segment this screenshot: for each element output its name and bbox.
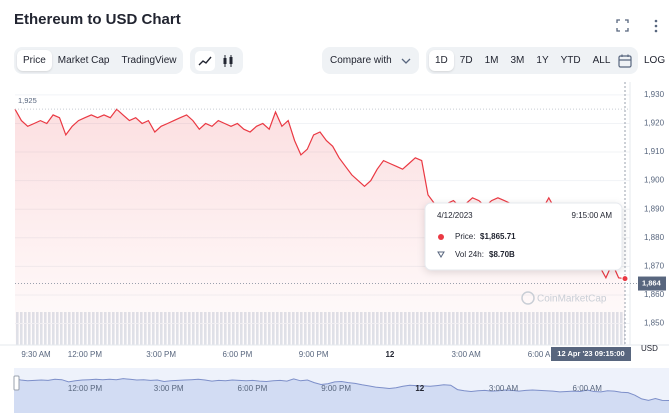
title: Ethereum to USD Chart bbox=[14, 11, 181, 28]
open-price-label: 1,925 bbox=[18, 96, 37, 105]
x-tick-label: 9:30 AM bbox=[21, 350, 51, 359]
x-tick-label: 9:00 PM bbox=[299, 350, 329, 359]
tab-button[interactable]: Market Cap bbox=[57, 55, 110, 66]
range-tabs: 1D 7D 1M 3M 1Y YTD ALL bbox=[426, 47, 638, 74]
navigator-label: 12 bbox=[415, 384, 424, 393]
y-tick-label: 1,890 bbox=[644, 204, 665, 213]
line-icon[interactable] bbox=[194, 50, 215, 71]
tab-button[interactable]: TradingView bbox=[121, 55, 177, 66]
hover-point bbox=[621, 275, 629, 283]
log-toggle[interactable]: LOG bbox=[642, 47, 668, 74]
tab-button[interactable]: ALL bbox=[592, 55, 611, 66]
navigator-label: 6:00 AM bbox=[573, 384, 603, 393]
calendar-icon[interactable] bbox=[616, 52, 634, 70]
y-tick-label: 1,850 bbox=[644, 319, 665, 328]
candle-icon[interactable] bbox=[218, 51, 238, 71]
x-tick-label: 6:00 AM bbox=[528, 350, 558, 359]
tooltip-volume-icon bbox=[437, 251, 445, 258]
watermark-logo bbox=[521, 291, 535, 305]
tooltip-date: 4/12/2023 bbox=[437, 211, 473, 220]
tab-button[interactable]: 1M bbox=[484, 55, 499, 66]
tab-button[interactable]: 1Y bbox=[536, 55, 549, 66]
navigator-label: 6:00 PM bbox=[238, 384, 268, 393]
tab-button[interactable]: 1D bbox=[429, 50, 454, 71]
x-tick-label: 6:00 PM bbox=[222, 350, 252, 359]
crosshair-x-tag bbox=[551, 347, 631, 361]
navigator-line bbox=[13, 378, 669, 401]
current-price-text: 1,864 bbox=[642, 279, 662, 288]
tab-button[interactable]: Price bbox=[17, 50, 52, 71]
y-tick-label: 1,900 bbox=[644, 176, 665, 185]
crosshair-x-label: 12 Apr '23 09:15:00 bbox=[557, 349, 624, 358]
navigator-label: 9:00 PM bbox=[321, 384, 351, 393]
area-fill bbox=[15, 109, 625, 345]
y-tick-label: 1,870 bbox=[644, 261, 665, 270]
tooltip-box bbox=[424, 202, 623, 271]
more-icon[interactable] bbox=[654, 24, 658, 28]
tooltip: 4/12/2023 9:15:00 AM Price: $1,865.71 Vol 24… bbox=[424, 202, 623, 271]
y-tick-label: 1,930 bbox=[644, 90, 665, 99]
y-tick-label: 1,880 bbox=[644, 233, 665, 242]
y-tick-label: 1,920 bbox=[644, 119, 665, 128]
navigator-label: 12:00 PM bbox=[68, 384, 103, 393]
navigator-label: 3:00 AM bbox=[489, 384, 519, 393]
y-tick-label: 1,910 bbox=[644, 147, 665, 156]
x-tick-label: 3:00 AM bbox=[451, 350, 481, 359]
current-price-tag bbox=[638, 276, 666, 291]
y-tick-label: 1,860 bbox=[644, 290, 665, 299]
tab-button[interactable]: YTD bbox=[560, 55, 581, 66]
tooltip-volume-label: Vol 24h: bbox=[455, 250, 484, 259]
tab-button[interactable]: 7D bbox=[459, 55, 473, 66]
tooltip-price-label: Price: bbox=[455, 232, 475, 241]
tooltip-price: $1,865.71 bbox=[480, 232, 516, 241]
fullscreen-icon[interactable] bbox=[616, 19, 629, 32]
compare-dropdown[interactable]: Compare with bbox=[322, 47, 419, 74]
navigator-label: 3:00 PM bbox=[154, 384, 184, 393]
tooltip-volume: $8.70B bbox=[489, 250, 515, 259]
compare-label: Compare with bbox=[330, 55, 392, 66]
currency-label: USD bbox=[641, 344, 658, 353]
navigator-handle bbox=[13, 375, 20, 391]
x-tick-label: 12:00 PM bbox=[68, 350, 103, 359]
header-icons bbox=[616, 19, 658, 33]
log-label: LOG bbox=[644, 55, 666, 66]
x-tick-label: 3:00 PM bbox=[146, 350, 176, 359]
chart-style-toggle bbox=[190, 47, 243, 74]
navigator-area bbox=[14, 378, 669, 413]
x-tick-label: 12 bbox=[385, 350, 394, 359]
tooltip-price-dot bbox=[438, 234, 444, 240]
tooltip-time: 9:15:00 AM bbox=[572, 211, 613, 220]
more-icon[interactable] bbox=[654, 29, 658, 33]
tab-button[interactable]: 3M bbox=[510, 55, 525, 66]
view-tabs: Price Market Cap TradingView bbox=[14, 47, 183, 74]
watermark: CoinMarketCap bbox=[537, 294, 607, 305]
more-icon[interactable] bbox=[654, 19, 658, 23]
chevron bbox=[401, 58, 411, 64]
